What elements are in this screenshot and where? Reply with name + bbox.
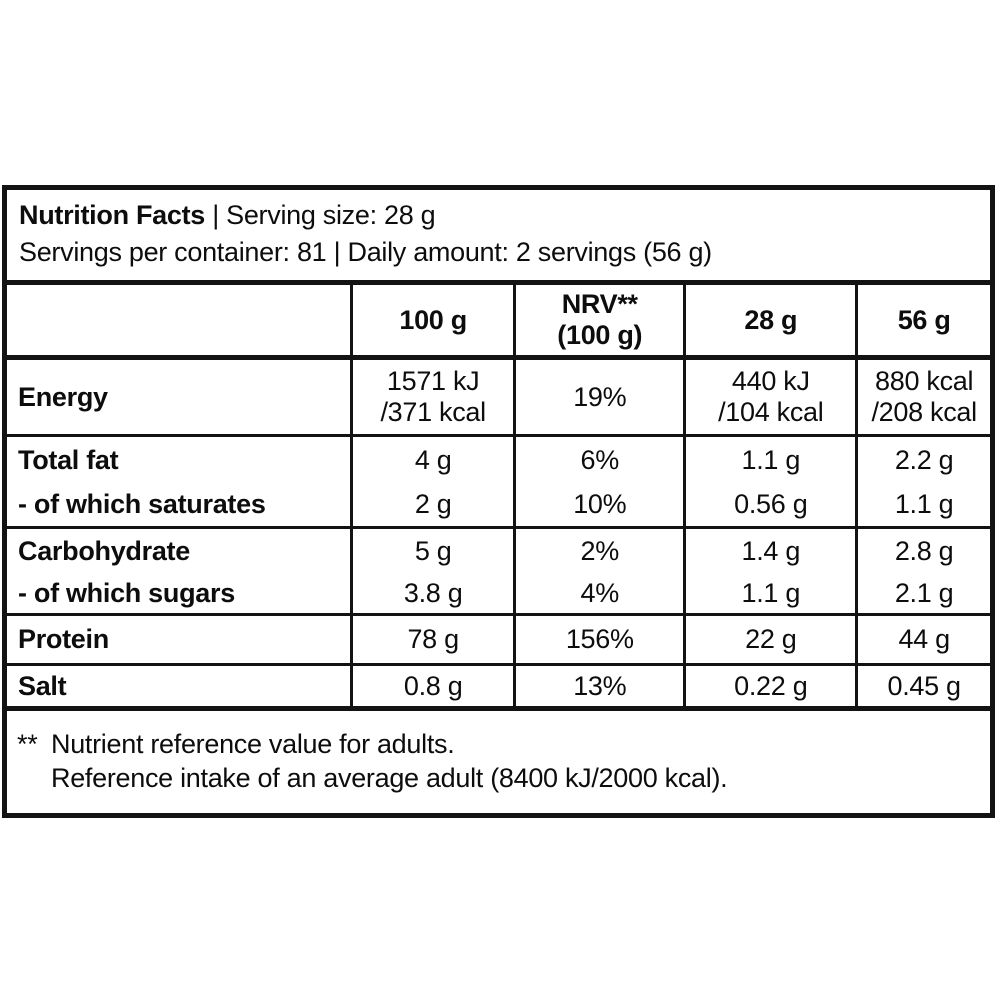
value-per-56g: 2.1 g: [855, 574, 990, 613]
footnote: ** Nutrient reference value for adults. …: [7, 711, 990, 813]
table-row-sugars: - of which sugars 3.8 g 4% 1.1 g 2.1 g: [7, 574, 990, 616]
value-per-56g: 2.2 g: [855, 437, 990, 483]
value-lines: 440 kJ /104 kcal: [718, 366, 824, 428]
table-row-energy: Energy 1571 kJ /371 kcal 19% 440 kJ /104…: [7, 360, 990, 437]
value-line: /371 kcal: [380, 397, 486, 427]
table-row-saturates: - of which saturates 2 g 10% 0.56 g 1.1 …: [7, 483, 990, 529]
value-per-100g: 78 g: [350, 616, 513, 663]
value-per-56g: 1.1 g: [855, 483, 990, 526]
footnote-text-1: Nutrient reference value for adults.: [51, 729, 455, 759]
value-per-28g: 1.1 g: [683, 574, 855, 613]
table-row-total-fat: Total fat 4 g 6% 1.1 g 2.2 g: [7, 437, 990, 483]
value-per-100g: 3.8 g: [350, 574, 513, 613]
value-line: 1571 kJ: [386, 366, 480, 396]
value-lines: 880 kcal /208 kcal: [871, 366, 977, 428]
footnote-marker: **: [17, 729, 38, 759]
column-header-56g: 56 g: [855, 285, 990, 355]
value-nrv: 13%: [513, 666, 683, 706]
nrv-line-2: (100 g): [557, 320, 643, 350]
value-per-28g: 1.1 g: [683, 437, 855, 483]
value-per-56g: 44 g: [855, 616, 990, 663]
value-line: 440 kJ: [731, 366, 810, 396]
value-per-28g: 0.22 g: [683, 666, 855, 706]
value-per-56g: 0.45 g: [855, 666, 990, 706]
column-header-nrv-lines: NRV** (100 g): [557, 289, 642, 351]
table-row-carbohydrate: Carbohydrate 5 g 2% 1.4 g 2.8 g: [7, 529, 990, 574]
value-nrv: 4%: [513, 574, 683, 613]
row-label: - of which saturates: [18, 489, 266, 519]
value-per-28g: 440 kJ /104 kcal: [683, 360, 855, 434]
row-label: Protein: [18, 624, 109, 654]
title-line-1: Nutrition Facts | Serving size: 28 g: [19, 197, 978, 234]
value-per-28g: 1.4 g: [683, 529, 855, 574]
value-per-100g: 4 g: [350, 437, 513, 483]
table-row-salt: Salt 0.8 g 13% 0.22 g 0.45 g: [7, 666, 990, 711]
row-label: Salt: [18, 670, 67, 701]
table-row-protein: Protein 78 g 156% 22 g 44 g: [7, 616, 990, 666]
footnote-line-1: ** Nutrient reference value for adults.: [17, 727, 978, 761]
column-header-empty: [7, 285, 350, 355]
column-header-nrv: NRV** (100 g): [513, 285, 683, 355]
row-label: - of which sugars: [18, 578, 235, 608]
value-nrv: 2%: [513, 529, 683, 574]
row-label: Energy: [18, 381, 108, 412]
value-line: /104 kcal: [718, 397, 824, 427]
column-header-row: 100 g NRV** (100 g) 28 g 56 g: [7, 285, 990, 360]
row-label: Total fat: [18, 444, 119, 475]
value-per-100g: 5 g: [350, 529, 513, 574]
page-title: Nutrition Facts: [19, 200, 206, 230]
serving-size-text: | Serving size: 28 g: [212, 200, 436, 230]
nutrition-facts-label: Nutrition Facts | Serving size: 28 g Ser…: [2, 185, 995, 818]
value-lines: 1571 kJ /371 kcal: [380, 366, 486, 428]
value-per-100g: 1571 kJ /371 kcal: [350, 360, 513, 434]
value-nrv: 10%: [513, 483, 683, 526]
value-line: /208 kcal: [871, 397, 977, 427]
title-block: Nutrition Facts | Serving size: 28 g Ser…: [7, 190, 990, 285]
value-per-28g: 0.56 g: [683, 483, 855, 526]
nrv-line-1: NRV**: [561, 289, 638, 319]
value-nrv: 19%: [513, 360, 683, 434]
value-per-28g: 22 g: [683, 616, 855, 663]
value-per-56g: 2.8 g: [855, 529, 990, 574]
value-line: 880 kcal: [875, 366, 974, 396]
footnote-text-2: Reference intake of an average adult (84…: [51, 763, 728, 793]
column-header-100g: 100 g: [350, 285, 513, 355]
value-per-56g: 880 kcal /208 kcal: [855, 360, 990, 434]
column-header-28g: 28 g: [683, 285, 855, 355]
row-label: Carbohydrate: [18, 536, 190, 566]
value-per-100g: 2 g: [350, 483, 513, 526]
value-per-100g: 0.8 g: [350, 666, 513, 706]
value-nrv: 6%: [513, 437, 683, 483]
value-nrv: 156%: [513, 616, 683, 663]
title-line-2: Servings per container: 81 | Daily amoun…: [19, 237, 712, 267]
